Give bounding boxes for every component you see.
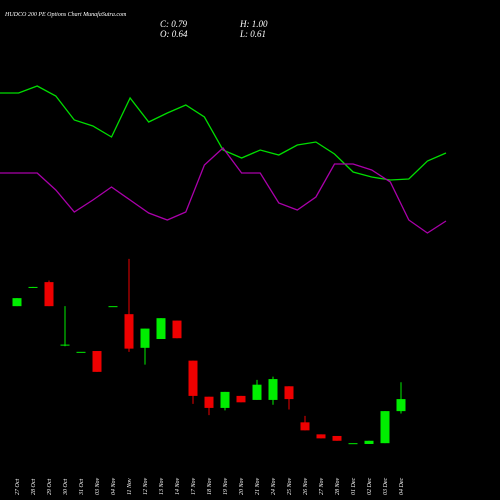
x-tick-label: 02 Dec (367, 478, 373, 495)
x-tick-label: 04 Dec (398, 478, 405, 495)
candle-body (396, 399, 406, 412)
x-tick-label: 19 Nov (223, 477, 229, 495)
ohlc-open: O: 0.64 (160, 29, 188, 39)
x-tick-label: 26 Nov (303, 477, 309, 495)
candle-body (12, 298, 22, 307)
x-tick-label: 01 Dec (351, 478, 357, 495)
candle-body (124, 314, 134, 349)
candle-body (380, 411, 390, 444)
line-series (0, 85, 447, 181)
x-tick-label: 24 Nov (270, 477, 277, 495)
candle-body (348, 443, 358, 445)
candle-body (316, 434, 326, 439)
x-tick-label: 11 Nov (127, 478, 133, 495)
candle-body (60, 344, 70, 346)
x-tick-label: 28 Nov (335, 477, 341, 495)
candle-body (108, 306, 118, 308)
x-tick-label: 30 Oct (63, 479, 69, 496)
candle-body (140, 328, 150, 348)
x-tick-label: 04 Nov (110, 477, 117, 495)
ohlc-close: C: 0.79 (160, 19, 188, 29)
x-tick-label: 03 Dec (383, 478, 389, 495)
x-tick-label: 13 Nov (159, 477, 165, 495)
candle-body (332, 435, 342, 441)
candle-body (188, 360, 198, 396)
candle-body (44, 282, 54, 307)
candle-body (364, 440, 374, 444)
line-series (0, 147, 447, 234)
candle-body (236, 395, 246, 403)
candle-body (220, 391, 230, 408)
x-tick-label: 20 Nov (239, 477, 245, 495)
candle-body (28, 286, 38, 288)
candle-body (252, 384, 262, 400)
x-tick-label: 29 Oct (47, 479, 53, 495)
ohlc-high: H: 1.00 (239, 19, 268, 29)
x-tick-label: 12 Nov (143, 477, 149, 495)
x-tick-label: 27 Nov (319, 477, 325, 495)
x-tick-label: 14 Nov (174, 477, 181, 495)
x-tick-label: 17 Nov (191, 477, 197, 495)
candle-body (268, 379, 278, 400)
x-tick-label: 27 Oct (15, 479, 21, 495)
candle-body (300, 422, 310, 431)
candle-body (92, 351, 102, 372)
x-tick-label: 28 Oct (31, 479, 37, 495)
candle-body (156, 318, 166, 340)
candle-body (284, 386, 294, 400)
chart-title: HUDCO 200 PE Options Chart MunafaSutra.c… (4, 11, 127, 18)
x-tick-label: 03 Nov (95, 477, 101, 495)
x-tick-label: 31 Oct (79, 479, 85, 496)
candle-body (204, 396, 214, 408)
x-tick-label: 18 Nov (207, 477, 213, 495)
candle-body (172, 320, 182, 339)
x-tick-label: 25 Nov (287, 477, 293, 495)
ohlc-low: L: 0.61 (239, 29, 266, 39)
candle-body (76, 351, 86, 353)
x-tick-label: 21 Nov (255, 477, 261, 495)
